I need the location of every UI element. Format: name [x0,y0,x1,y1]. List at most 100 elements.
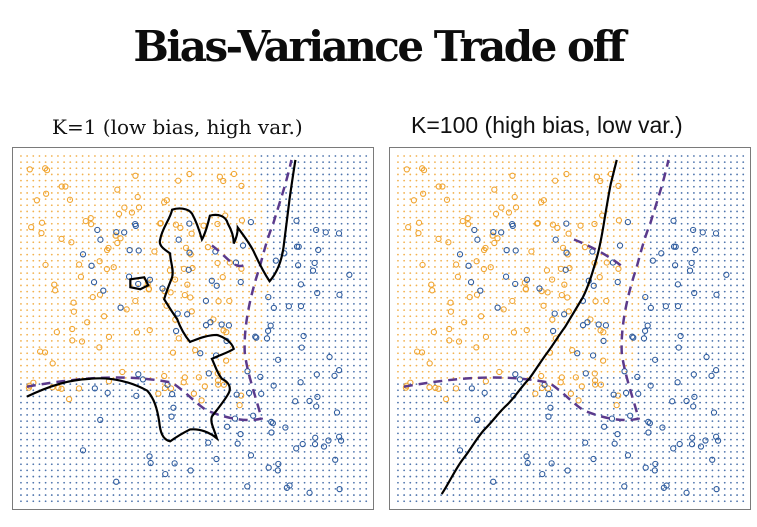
grid-dot [427,235,430,238]
grid-dot [211,309,213,311]
grid-dot [279,432,281,435]
grid-dot [235,204,238,207]
grid-dot [44,284,47,287]
grid-dot [452,198,455,201]
grid-dot [458,204,461,207]
grid-dot [112,432,115,435]
grid-dot [57,475,59,478]
grid-dot [471,303,473,305]
grid-dot [75,222,78,225]
grid-dot [205,364,207,367]
blue-training-point [268,418,275,426]
grid-dot [606,229,609,231]
grid-dot [223,284,226,287]
grid-dot [668,216,671,219]
grid-dot [205,407,207,410]
grid-dot [606,266,609,268]
grid-dot [38,185,41,188]
grid-dot [260,500,263,503]
blue-training-point [100,287,107,294]
grid-dot [538,210,541,213]
grid-dot [198,272,201,275]
blue-training-point [185,266,192,273]
grid-dot [285,315,287,318]
grid-dot [155,266,158,268]
grid-dot [131,327,133,330]
grid-dot [285,346,287,348]
grid-dot [563,303,566,305]
grid-dot [174,161,176,164]
grid-dot [730,210,732,213]
blue-training-point [175,236,182,243]
grid-dot [631,173,634,176]
grid-dot [242,327,244,330]
grid-dot [649,161,652,164]
grid-dot [161,315,164,318]
grid-dot [124,340,127,342]
grid-dot [192,198,195,201]
grid-dot [26,253,29,256]
knn-k100-plot [397,155,745,503]
grid-dot [328,432,331,435]
grid-dot [316,179,318,182]
grid-dot [297,352,300,355]
grid-dot [291,241,294,244]
grid-dot [242,475,244,478]
grid-dot [198,222,201,225]
grid-dot [680,155,683,157]
grid-dot [440,210,443,213]
grid-dot [137,346,139,348]
grid-dot [137,401,139,404]
grid-dot [106,457,109,459]
grid-dot [434,192,436,194]
grid-dot [464,284,467,287]
grid-dot [309,438,312,441]
grid-dot [161,358,164,361]
grid-dot [365,389,368,392]
grid-dot [124,451,127,453]
grid-dot [693,278,695,281]
grid-dot [730,278,732,281]
grid-dot [248,321,250,324]
grid-dot [149,266,152,268]
grid-dot [211,488,213,490]
grid-dot [235,185,238,188]
grid-dot [81,315,84,318]
grid-dot [266,370,269,373]
grid-dot [69,438,72,441]
grid-dot [291,370,294,373]
grid-dot [94,327,96,330]
grid-dot [612,155,615,157]
grid-dot [742,173,745,176]
grid-dot [155,278,158,281]
grid-dot [235,192,238,194]
grid-dot [81,179,84,182]
grid-dot [656,179,658,182]
grid-dot [143,272,146,275]
grid-dot [551,253,553,256]
grid-dot [143,253,146,256]
grid-dot [106,309,109,311]
grid-dot [359,358,361,361]
grid-dot [742,155,745,157]
grid-dot [69,309,72,311]
grid-dot [557,296,560,299]
grid-dot [266,352,269,355]
grid-dot [192,303,195,305]
grid-dot [26,444,29,447]
grid-dot [477,167,480,170]
grid-dot [297,358,300,361]
grid-dot [174,432,176,435]
grid-dot [149,321,152,324]
grid-dot [260,321,263,324]
grid-dot [340,444,343,447]
grid-dot [223,296,226,299]
orange-training-point [42,261,49,269]
grid-dot [223,463,226,466]
grid-dot [588,222,590,225]
grid-dot [137,210,139,213]
grid-dot [266,155,269,157]
grid-dot [285,383,287,385]
grid-dot [637,155,640,157]
grid-dot [717,272,720,275]
